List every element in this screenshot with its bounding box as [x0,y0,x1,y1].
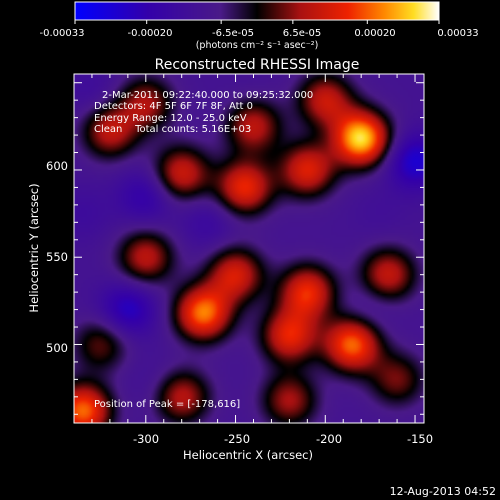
colorbar-tick-label: 6.5e-05 [283,28,321,39]
colorbar [74,1,440,21]
y-axis-label: Heliocentric Y (arcsec) [27,183,41,312]
colorbar-tick-label: -6.5e-05 [212,28,254,39]
colorbar-tick-label: -0.00020 [128,28,173,39]
colorbar-tick-label: 0.00033 [437,28,478,39]
annotation-energy-range: Energy Range: 12.0 - 25.0 keV [94,113,247,124]
colorbar-tick-label: -0.00033 [40,28,85,39]
heatmap-image [74,74,424,423]
axis-ticks [73,74,424,423]
timestamp: 12-Aug-2013 04:52 [390,485,496,498]
y-tick-label: 500 [46,341,68,355]
x-tick-label: -250 [224,432,250,446]
annotation-peak-position: Position of Peak = [-178,616] [94,399,240,410]
annotation-clean-counts: Clean Total counts: 5.16E+03 [94,124,251,135]
chart-title: Reconstructed RHESSI Image [155,57,360,73]
heatmap [74,74,424,423]
colorbar-units: (photons cm⁻² s⁻¹ asec⁻²) [196,40,319,51]
x-tick-label: -150 [407,432,433,446]
plot-frame [73,73,425,424]
x-tick-label: -300 [133,432,159,446]
annotation-time-range: 2-Mar-2011 09:22:40.000 to 09:25:32.000 [102,90,313,101]
x-axis-label: Heliocentric X (arcsec) [183,448,313,462]
annotation-detectors: Detectors: 4F 5F 6F 7F 8F, Att 0 [94,101,253,112]
x-tick-label: -200 [316,432,342,446]
colorbar-tick-label: 0.00020 [354,28,395,39]
y-tick-label: 550 [46,250,68,264]
colorbar-ticks [74,20,440,24]
y-tick-label: 600 [46,159,68,173]
